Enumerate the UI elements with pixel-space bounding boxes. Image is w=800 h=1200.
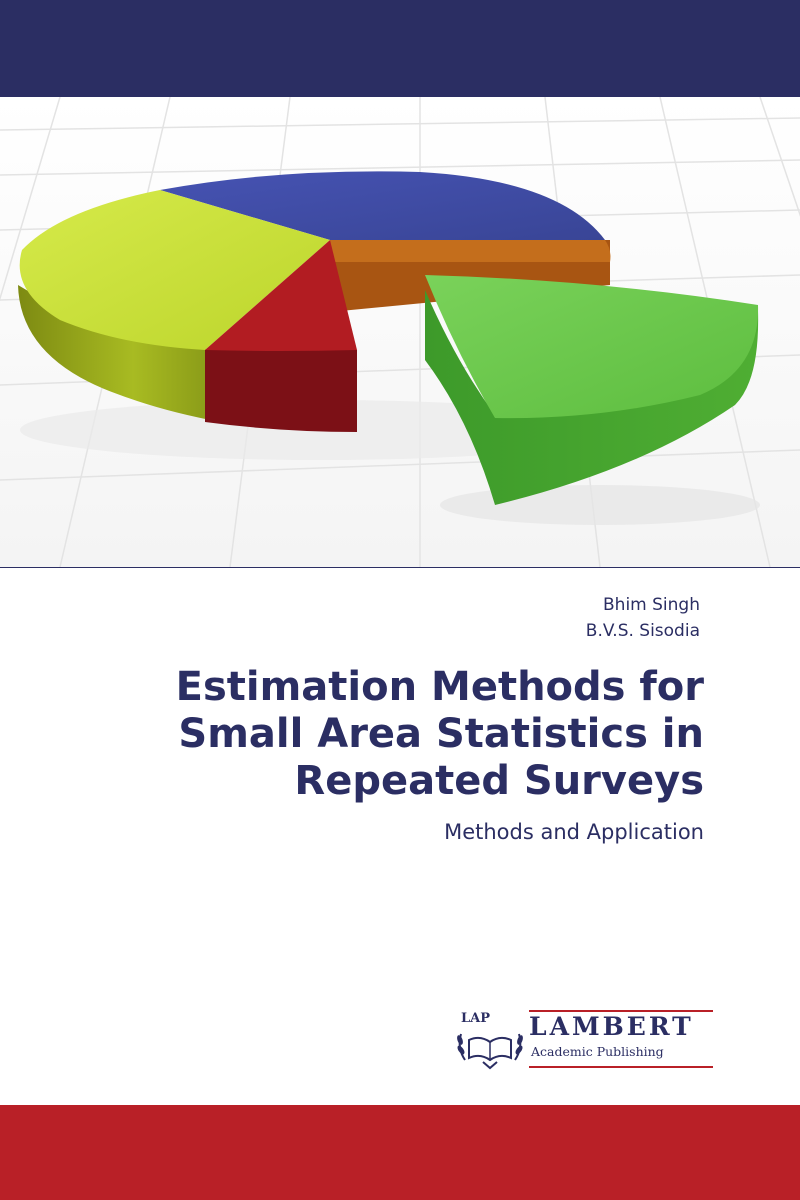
logo-rule-top (529, 1010, 713, 1012)
lap-emblem-text: LAP (461, 1011, 491, 1026)
author-name: Bhim Singh (603, 595, 700, 615)
pie-chart-illustration (0, 97, 800, 567)
publisher-logo: LAP LAMBERT Academic Publishing (455, 1010, 715, 1072)
publisher-name: LAMBERT (529, 1012, 694, 1041)
title-line: Repeated Surveys (294, 758, 704, 804)
title-line: Estimation Methods for (175, 664, 704, 710)
publisher-imprint: Academic Publishing (531, 1044, 664, 1059)
logo-rule-bottom (529, 1066, 713, 1068)
author-name: B.V.S. Sisodia (585, 621, 700, 641)
book-subtitle: Methods and Application (444, 820, 704, 844)
bottom-color-band (0, 1105, 800, 1200)
author-list: Bhim Singh B.V.S. Sisodia (586, 592, 700, 644)
pie-slice-red-side (205, 350, 357, 432)
pie-slice-yellow (19, 190, 330, 350)
pie-slice-red (205, 240, 357, 351)
divider-line (0, 567, 800, 568)
pie-slice-orange-top (330, 240, 611, 262)
pie-slice-blue (160, 171, 605, 240)
cover-illustration-3d-pie (0, 97, 800, 567)
title-line: Small Area Statistics in (178, 711, 704, 757)
book-title: Estimation Methods for Small Area Statis… (84, 664, 704, 805)
pie-slice-green-side (425, 290, 759, 505)
pie-slice-green (425, 275, 759, 419)
open-book-laurel-icon (457, 1033, 523, 1070)
top-color-band (0, 0, 800, 97)
